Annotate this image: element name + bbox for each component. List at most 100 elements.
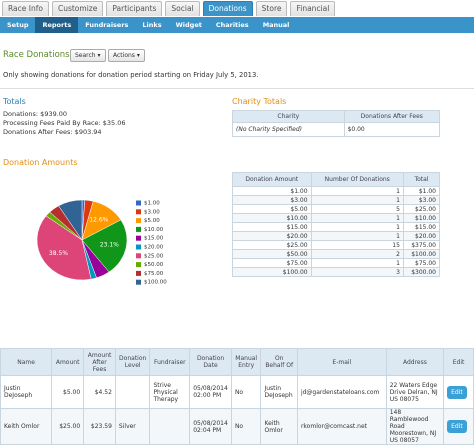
row: $25.00 15 $375.00 <box>232 240 441 250</box>
header-cell: Amount After Fees <box>83 348 116 376</box>
header-cell: Donations After Fees <box>343 110 441 123</box>
legend-swatch <box>136 253 141 259</box>
header-cell: Address <box>385 348 445 376</box>
cell: 1 <box>310 231 404 241</box>
tab[interactable]: Customize <box>51 1 104 16</box>
sub-tab[interactable]: Widget <box>175 21 202 29</box>
tab[interactable]: Store <box>255 1 288 16</box>
legend-swatch <box>136 218 141 224</box>
legend-label: $50.00 <box>144 262 164 268</box>
cell: $10.00 <box>232 213 312 223</box>
sub-tab[interactable]: Charities <box>215 21 249 29</box>
cell: $25.00 <box>51 408 85 445</box>
header-cell: Donation Date <box>189 348 232 376</box>
legend-label: $20.00 <box>144 245 164 251</box>
cell: 148 Ramblewood Road Moorestown, NJ US 08… <box>385 408 445 445</box>
header-cell: Manual Entry <box>230 348 262 376</box>
slice-label: 38.5% <box>49 250 68 257</box>
search-button[interactable]: Search <box>70 49 106 62</box>
cell: $375.00 <box>402 240 441 250</box>
row: $50.00 2 $100.00 <box>232 249 441 259</box>
legend-label: $100.00 <box>144 280 167 286</box>
sub-tab[interactable]: Manual <box>262 21 290 29</box>
sub-tab[interactable]: Fundraisers <box>85 21 129 29</box>
legend-swatch <box>136 200 141 206</box>
cell: Edit <box>443 408 474 445</box>
pie-slice <box>58 199 83 241</box>
actions-button[interactable]: Actions <box>108 49 145 62</box>
cell: 22 Waters Edge Drive Delran, NJ US 08075 <box>385 375 445 409</box>
cell: $3.00 <box>232 195 312 205</box>
sub-tab[interactable]: Setup <box>7 21 29 29</box>
totals-line: Processing Fees Paid By Race: $35.06 <box>3 119 126 127</box>
cell: Justin DeJoseph <box>0 375 53 409</box>
notice: Only showing donations for donation peri… <box>3 71 259 79</box>
legend-label: $1.00 <box>144 201 160 207</box>
table: Donation Amount Number Of Donations Total $… <box>232 172 441 277</box>
row: (No Charity Specified) $0.00 <box>232 122 441 137</box>
cell: 1 <box>310 195 404 205</box>
cell: $1.00 <box>232 186 312 196</box>
pie-slice <box>36 215 92 281</box>
cell: Justin DeJoseph <box>260 375 298 409</box>
cell: No <box>230 408 262 445</box>
row: $100.00 3 $300.00 <box>232 267 441 277</box>
table: Name Amount Amount After Fees Donation Leve… <box>0 348 474 445</box>
cell: $100.00 <box>402 249 441 259</box>
cell: 1 <box>310 258 404 268</box>
cell: $20.00 <box>402 231 441 241</box>
cell: Silver <box>114 408 151 445</box>
header-cell: Total <box>402 172 441 187</box>
legend-swatch <box>136 279 141 285</box>
legend-label: $25.00 <box>144 253 164 259</box>
legend-swatch <box>136 209 141 215</box>
tab[interactable]: Participants <box>106 1 163 16</box>
cell: $75.00 <box>232 258 312 268</box>
cell: $0.00 <box>343 122 441 137</box>
cell: $20.00 <box>232 231 312 241</box>
cell: jd@gardenstateloans.com <box>296 375 387 409</box>
pie-slice <box>81 219 128 273</box>
sub-tab[interactable]: Reports <box>35 17 79 33</box>
cell: $5.00 <box>232 204 312 214</box>
header-cell: On Behalf Of <box>260 348 298 376</box>
legend-swatch <box>136 235 141 241</box>
row: $3.00 1 $3.00 <box>232 195 441 205</box>
legend-swatch <box>136 244 141 250</box>
tab[interactable]: Race Info <box>2 1 49 16</box>
cell: 05/08/2014 02:04 PM <box>189 408 232 445</box>
header-cell: Number Of Donations <box>310 172 404 187</box>
cell: $10.00 <box>402 213 441 223</box>
tab[interactable]: Social <box>165 1 200 16</box>
cell: 1 <box>310 186 404 196</box>
cell: $75.00 <box>402 258 441 268</box>
cell: $5.00 <box>51 375 85 409</box>
legend-label: $75.00 <box>144 271 164 277</box>
tab[interactable]: Financial <box>290 1 336 16</box>
edit-button[interactable]: Edit <box>447 385 467 399</box>
cell: $50.00 <box>232 249 312 259</box>
header-cell: Charity <box>232 110 345 123</box>
row: $1.00 1 $1.00 <box>232 186 441 196</box>
header-cell: Edit <box>443 348 474 376</box>
legend-swatch <box>136 270 141 276</box>
header-cell: E-mail <box>296 348 387 376</box>
cell: No <box>230 375 262 409</box>
charity-totals-title: Charity Totals <box>232 97 287 106</box>
header-cell: Fundraiser <box>149 348 191 376</box>
sub-tab[interactable]: Links <box>142 21 162 29</box>
cell: rkomlor@comcast.net <box>296 408 387 445</box>
cell: 1 <box>310 222 404 232</box>
sub-nav: Setup Reports Fundraisers Links Widget Charit… <box>0 17 474 33</box>
cell: $15.00 <box>402 222 441 232</box>
row: $5.00 5 $25.00 <box>232 204 441 214</box>
tab[interactable]: Donations <box>202 1 253 16</box>
totals-line: Donations: $939.00 <box>3 110 68 118</box>
cell: 5 <box>310 204 404 214</box>
cell <box>149 408 191 445</box>
edit-button[interactable]: Edit <box>447 420 467 433</box>
cell: Keith Omlor <box>0 408 53 445</box>
legend-label: $5.00 <box>144 218 160 224</box>
cell: 3 <box>310 267 404 277</box>
